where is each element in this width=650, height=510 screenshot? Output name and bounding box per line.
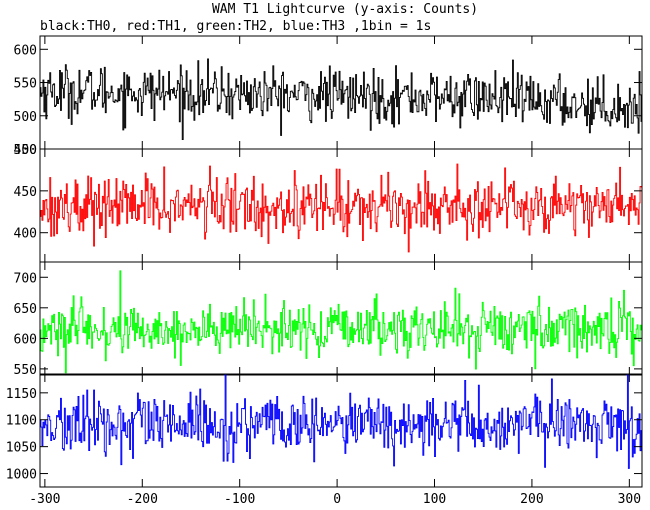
- chart-subtitle: black:TH0, red:TH1, green:TH2, blue:TH3 …: [40, 19, 431, 34]
- panel-th3: 1000 1050 1100 1150 -300 -200 -100 0 100 200 300: [6, 373, 643, 507]
- y-tick-label: 400: [14, 227, 37, 242]
- panel-th2: 550 600 650 700: [14, 261, 643, 378]
- y-tick-label: 500: [14, 110, 37, 125]
- y-tick-label: 600: [14, 43, 37, 58]
- panels-layer: 4505005506004004505005506006507001000105…: [6, 35, 643, 507]
- y-tick-label: 550: [14, 77, 37, 92]
- y-tick-label: 650: [14, 302, 37, 317]
- y-tick-label: 1150: [6, 387, 37, 402]
- x-tick-label: 300: [618, 492, 641, 505]
- y-tick-label: 500: [14, 143, 37, 158]
- x-tick-label: 0: [333, 492, 341, 505]
- y-tick-label: 1050: [6, 441, 37, 456]
- series-line-th3: [40, 374, 642, 469]
- x-tick-label: 100: [423, 492, 446, 505]
- series-line-th0: [40, 58, 642, 140]
- y-tick-label: 450: [14, 143, 37, 158]
- x-tick-label: -100: [224, 492, 255, 505]
- y-tick-label: 1100: [6, 414, 37, 429]
- y-tick-label: 600: [14, 332, 37, 347]
- chart-title: WAM T1 Lightcurve (y-axis: Counts): [212, 2, 478, 17]
- series-line-th1: [40, 163, 642, 253]
- y-tick-label: 1000: [6, 468, 37, 483]
- panel-frame: [39, 261, 643, 376]
- panel-frame: [39, 373, 643, 488]
- series-line-th2: [40, 270, 642, 374]
- x-tick-label: -200: [127, 492, 158, 505]
- y-tick-label: 700: [14, 271, 37, 286]
- y-tick-label: 550: [14, 363, 37, 378]
- x-tick-label: 200: [520, 492, 543, 505]
- y-tick-label: 450: [14, 185, 37, 200]
- x-tick-label: -300: [29, 492, 60, 505]
